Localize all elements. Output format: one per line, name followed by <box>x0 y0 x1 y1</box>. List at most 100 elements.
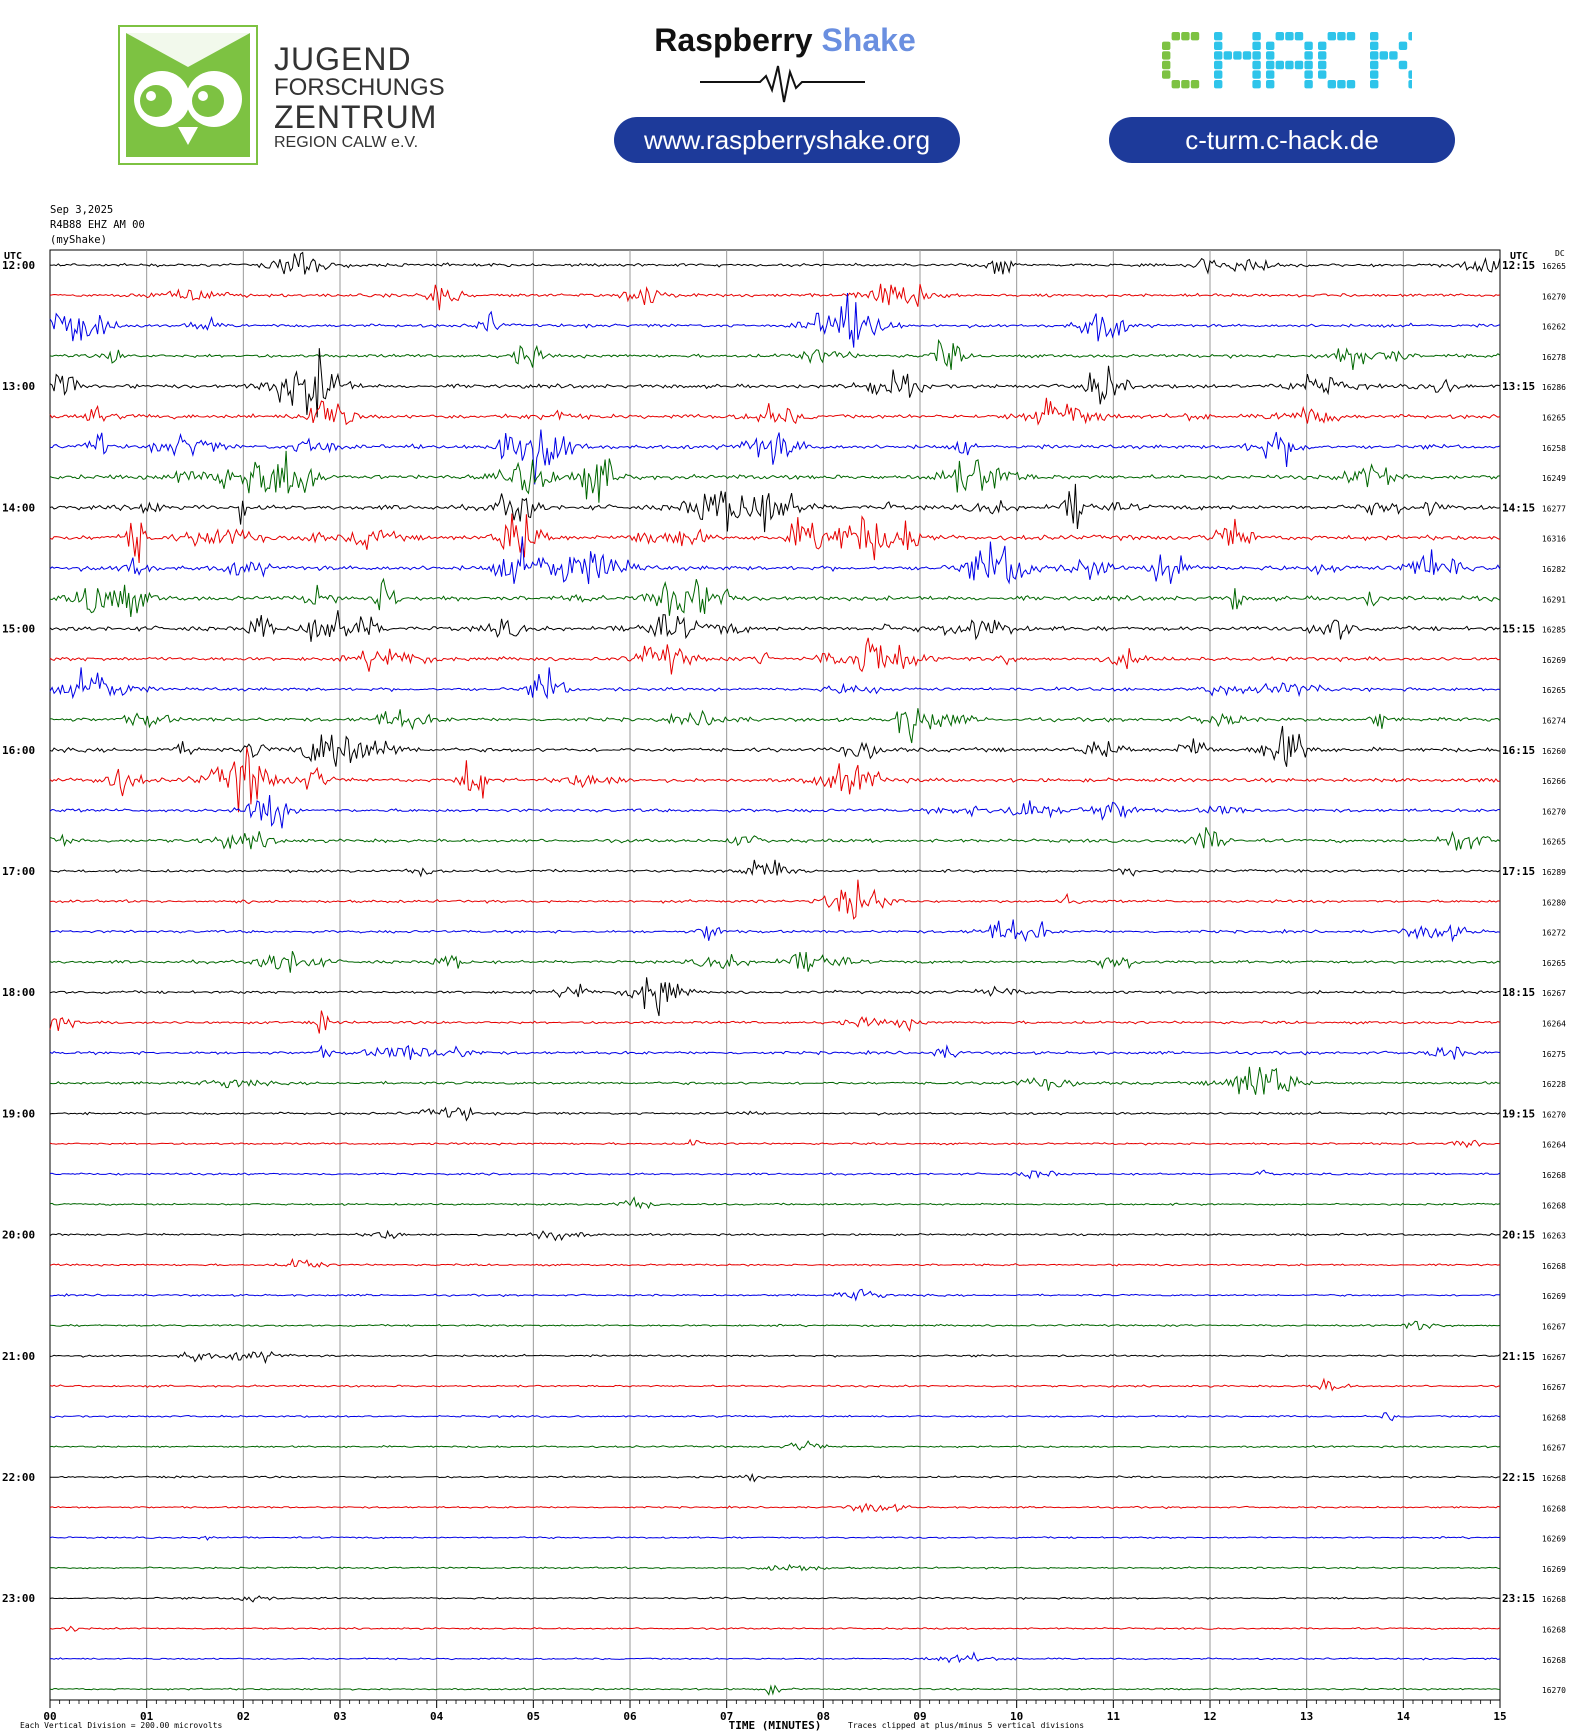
dc-value-label: 16267 <box>1542 1444 1566 1453</box>
owl-logo-box <box>118 25 258 165</box>
trace-line <box>49 1257 1501 1268</box>
trace-line <box>49 725 1501 767</box>
trace-line <box>49 397 1501 426</box>
trace-line <box>49 283 1501 311</box>
dc-value-label: 16285 <box>1542 626 1566 635</box>
left-hour-label: 14:00 <box>2 501 35 514</box>
trace-line <box>49 1320 1501 1331</box>
footer-left-note: Each Vertical Division = 200.00 microvol… <box>20 1721 222 1730</box>
dc-value-label: 16267 <box>1542 1383 1566 1392</box>
seismic-wave-icon <box>700 65 865 103</box>
dc-value-label: 16265 <box>1542 838 1566 847</box>
right-hour-label: 21:15 <box>1502 1350 1535 1363</box>
right-hour-label: 23:15 <box>1502 1592 1535 1605</box>
left-axis-label: UTC <box>4 251 22 262</box>
trace-line <box>49 1651 1501 1664</box>
dc-value-label: 16258 <box>1542 444 1566 453</box>
trace-line <box>49 637 1501 675</box>
helicorder-plot: 00 01 02 03 04 05 06 07 08 09 10 11 12 13 14 15 UTC UTC DC… <box>2 249 1566 1732</box>
left-hour-label: 13:00 <box>2 380 35 393</box>
trace-line <box>49 577 1501 617</box>
dc-value-label: 16265 <box>1542 414 1566 423</box>
dc-value-label: 16264 <box>1542 1141 1566 1150</box>
owl-icon <box>126 33 250 157</box>
left-hour-label: 16:00 <box>2 744 35 757</box>
trace-line <box>49 1229 1501 1242</box>
trace-line <box>49 1625 1501 1632</box>
trace-line <box>49 747 1501 813</box>
dc-value-label: 16265 <box>1542 262 1566 271</box>
trace-line <box>49 338 1501 370</box>
dc-value-label: 16280 <box>1542 898 1566 907</box>
station-info: Sep 3,2025 R4B88 EHZ AM 00 (myShake) <box>50 203 145 248</box>
x-tick-label: 14 <box>1397 1710 1411 1723</box>
dc-value-label: 16262 <box>1542 323 1566 332</box>
right-hour-label: 17:15 <box>1502 865 1535 878</box>
dc-value-label: 16269 <box>1542 656 1566 665</box>
dc-value-label: 16275 <box>1542 1050 1566 1059</box>
left-hour-label: 19:00 <box>2 1107 35 1120</box>
left-hour-label: 21:00 <box>2 1350 35 1363</box>
x-tick-label: 07 <box>720 1710 733 1723</box>
jfz-logo[interactable]: JUGEND FORSCHUNGS ZENTRUM REGION CALW e.… <box>118 25 445 173</box>
chack-url-link[interactable]: c-turm.c-hack.de <box>1109 117 1455 163</box>
x-tick-label: 15 <box>1493 1710 1506 1723</box>
left-hour-label: 20:00 <box>2 1229 35 1242</box>
rs-title-part2: Shake <box>821 22 916 58</box>
trace-line <box>50 1472 1501 1483</box>
left-hour-label: 23:00 <box>2 1592 35 1605</box>
trace-line <box>49 827 1501 851</box>
chack-logo-icon[interactable] <box>1162 30 1412 94</box>
dc-value-label: 16249 <box>1542 474 1566 483</box>
x-tick-label: 06 <box>623 1710 637 1723</box>
trace-line <box>49 708 1501 744</box>
dc-value-label: 16228 <box>1542 1080 1566 1089</box>
trace-line <box>49 1412 1501 1422</box>
raspberryshake-url-link[interactable]: www.raspberryshake.org <box>614 117 960 163</box>
trace-line <box>49 1169 1501 1180</box>
dc-value-label: 16268 <box>1542 1474 1566 1483</box>
dc-value-label: 16277 <box>1542 504 1566 513</box>
dc-value-label: 16316 <box>1542 535 1566 544</box>
right-hour-label: 16:15 <box>1502 744 1535 757</box>
right-hour-label: 22:15 <box>1502 1471 1535 1484</box>
dc-value-label: 16265 <box>1542 959 1566 968</box>
jfz-line1: JUGEND <box>274 41 412 77</box>
dc-value-label: 16270 <box>1542 807 1566 816</box>
x-tick-label: 08 <box>817 1710 830 1723</box>
dc-value-label: 16268 <box>1542 1201 1566 1210</box>
trace-line <box>49 1066 1501 1095</box>
record-date: Sep 3,2025 <box>50 204 114 216</box>
jfz-line2: FORSCHUNGS <box>274 74 445 101</box>
trace-line <box>49 1502 1501 1514</box>
footer-right-note: Traces clipped at plus/minus 5 vertical … <box>848 1721 1084 1730</box>
dc-value-label: 16282 <box>1542 565 1566 574</box>
right-hour-label: 19:15 <box>1502 1107 1535 1120</box>
dc-value-label: 16270 <box>1542 1686 1566 1695</box>
dc-label: DC <box>1555 249 1565 258</box>
x-tick-label: 05 <box>527 1710 540 1723</box>
dc-value-label: 16263 <box>1542 1232 1566 1241</box>
right-hour-label: 20:15 <box>1502 1229 1535 1242</box>
dc-value-label: 16268 <box>1542 1656 1566 1665</box>
trace-line <box>49 919 1501 943</box>
trace-line <box>49 1196 1501 1210</box>
station-code: R4B88 EHZ AM 00 <box>50 219 145 231</box>
trace-line <box>49 879 1501 920</box>
dc-value-label: 16268 <box>1542 1595 1566 1604</box>
dc-value-label: 16267 <box>1542 989 1566 998</box>
dc-value-label: 16286 <box>1542 383 1566 392</box>
trace-line <box>49 450 1501 503</box>
dc-value-label: 16268 <box>1542 1413 1566 1422</box>
trace-line <box>49 1138 1501 1149</box>
dc-value-label: 16269 <box>1542 1565 1566 1574</box>
raspberry-shake-logo[interactable]: Raspberry Shake <box>640 22 930 59</box>
dc-value-label: 16265 <box>1542 686 1566 695</box>
x-tick-label: 02 <box>237 1710 250 1723</box>
trace-line <box>49 667 1501 700</box>
dc-value-label: 16260 <box>1542 747 1566 756</box>
trace-line <box>49 1044 1501 1060</box>
jfz-line4: REGION CALW e.V. <box>274 134 419 151</box>
left-hour-label: 15:00 <box>2 623 35 636</box>
dc-value-label: 16269 <box>1542 1292 1566 1301</box>
